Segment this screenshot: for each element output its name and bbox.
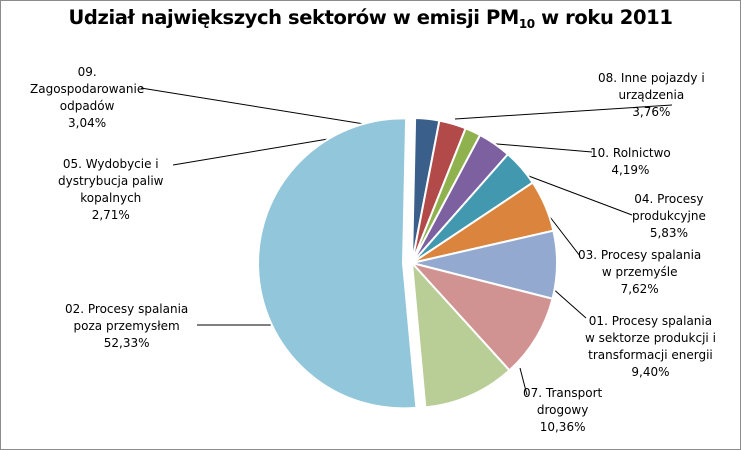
pie-slice-s01 — [409, 261, 554, 372]
slice-value-label: 52,33% — [103, 336, 150, 350]
slice-label-line: Zagospodarowanie — [30, 82, 145, 96]
leader-line-s01 — [550, 286, 587, 319]
slice-label-line: transformacji energii — [588, 348, 713, 362]
slice-label-line: kopalnych — [80, 191, 142, 205]
slice-label-s05: 05. Wydobycie i dystrybucja paliw kopalnyc… — [58, 156, 164, 224]
slice-label-s09: 09. Zagospodarowanie odpadów 3,04% — [30, 64, 144, 132]
slice-label-line: 07. Transport — [523, 386, 603, 400]
slice-label-line: 10. Rolnictwo — [590, 146, 671, 160]
slice-value-label: 4,19% — [611, 163, 650, 177]
slice-label-line: poza przemysłem — [73, 319, 180, 333]
slice-label-s04: 04. Procesy produkcyjne 5,83% — [632, 191, 706, 242]
slice-label-s02: 02. Procesy spalania poza przemysłem 52,33… — [65, 301, 188, 352]
slice-label-line: drogowy — [536, 403, 589, 417]
leader-line-s04 — [525, 174, 633, 216]
slice-label-line: w sektorze produkcji i — [585, 331, 716, 345]
leader-line-s10 — [484, 142, 593, 153]
pie-slice-s02 — [257, 117, 418, 410]
slice-label-line: w przemyśle — [601, 265, 678, 279]
slice-label-s01: 01. Procesy spalania w sektorze produkcji… — [585, 313, 716, 381]
slice-label-s10: 10. Rolnictwo 4,19% — [590, 145, 671, 179]
chart-title-main: Udział największych sektorów w emisji PM — [68, 6, 520, 29]
chart-title-suffix: w roku 2011 — [534, 6, 673, 29]
slice-label-s03: 03. Procesy spalania w przemyśle 7,62% — [578, 247, 701, 298]
pie-slice-s07 — [410, 260, 511, 409]
slice-value-label: 3,04% — [68, 116, 107, 130]
chart-title: Udział największych sektorów w emisji PM… — [0, 6, 741, 31]
slice-value-label: 10,36% — [539, 420, 586, 434]
slice-label-s07: 07. Transport drogowy 10,36% — [523, 385, 602, 436]
slice-label-s08: 08. Inne pojazdy i urządzenia 3,76% — [598, 70, 705, 121]
slice-label-line: 05. Wydobycie i — [62, 157, 159, 171]
slice-value-label: 3,76% — [632, 105, 671, 119]
slice-label-line: 04. Procesy — [634, 192, 704, 206]
leader-line-s07 — [519, 367, 528, 396]
chart-title-subscript: 10 — [518, 17, 535, 31]
slice-label-line: 02. Procesy spalania — [65, 302, 189, 316]
slice-label-line: urządzenia — [618, 88, 685, 102]
slice-label-line: dystrybucja paliw — [58, 174, 164, 188]
slice-label-line: produkcyjne — [632, 209, 706, 223]
leader-lines — [140, 87, 673, 396]
slice-value-label: 2,71% — [91, 208, 130, 222]
slice-label-line: 09. — [77, 65, 97, 79]
slice-value-label: 5,83% — [649, 226, 688, 240]
leader-line-s08 — [454, 104, 673, 120]
pie-slices — [257, 117, 558, 410]
slice-value-label: 7,62% — [620, 282, 659, 296]
pie-slice-s_unlabeled — [411, 127, 482, 264]
slice-label-line: 08. Inne pojazdy i — [598, 71, 705, 85]
slice-label-line: 01. Procesy spalania — [588, 314, 713, 328]
leader-line-s09 — [140, 87, 390, 129]
slice-label-line: 03. Procesy spalania — [578, 248, 702, 262]
slice-label-line: odpadów — [59, 99, 115, 113]
slice-value-label: 9,40% — [631, 365, 670, 379]
leader-line-s03 — [549, 216, 581, 257]
